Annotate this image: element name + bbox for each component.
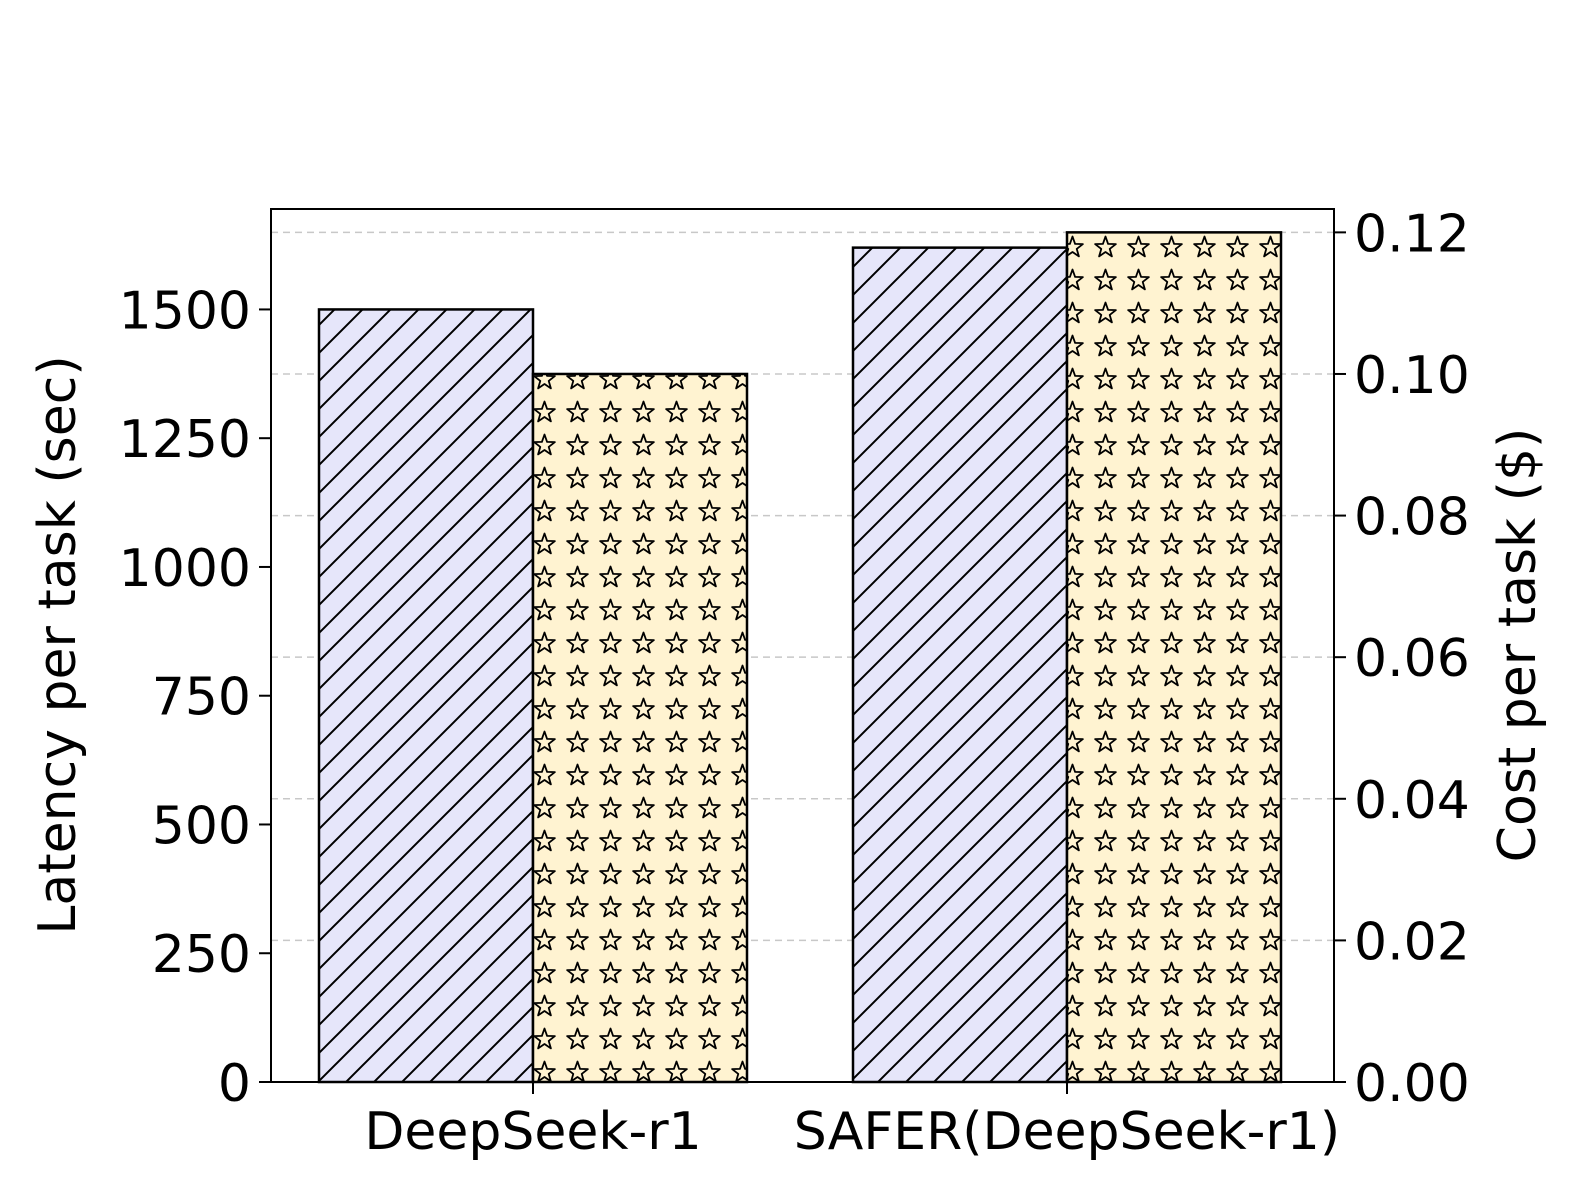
latency-bar <box>317 308 535 1084</box>
right-tick-label: 0.06 <box>1354 629 1470 689</box>
right-tick-label: 0.02 <box>1354 912 1470 972</box>
y-axis-label-left: Latency per task (sec) <box>28 355 88 934</box>
plot-frame <box>270 208 1335 1083</box>
left-tick-label: 250 <box>152 925 251 985</box>
cost-bar <box>1065 231 1283 1084</box>
left-tick-label: 1250 <box>119 410 251 470</box>
bars <box>317 231 1283 1084</box>
right-tick-label: 0.12 <box>1354 204 1470 264</box>
grid-lines <box>271 231 1334 942</box>
right-tick-label: 0.00 <box>1354 1054 1470 1114</box>
x-tick-label: DeepSeek-r1 <box>364 1102 701 1162</box>
latency-bar <box>851 246 1069 1084</box>
left-tick-label: 1500 <box>119 281 251 341</box>
y-axis-label-right: Cost per task ($) <box>1488 428 1548 863</box>
x-tick-label: SAFER(DeepSeek-r1) <box>794 1102 1340 1162</box>
right-tick-label: 0.04 <box>1354 771 1470 831</box>
axis-ticks <box>259 231 1346 1094</box>
left-tick-label: 0 <box>218 1054 251 1114</box>
left-tick-label: 500 <box>152 796 251 856</box>
right-tick-label: 0.10 <box>1354 346 1470 406</box>
tick-labels: 0.00 0.02 0.04 0.06 0.08 0.10 0.12 0 250 500 750 10… <box>119 204 1470 1162</box>
right-tick-label: 0.08 <box>1354 488 1470 548</box>
left-tick-label: 1000 <box>119 539 251 599</box>
left-tick-label: 750 <box>152 668 251 728</box>
cost-bar <box>531 372 749 1084</box>
